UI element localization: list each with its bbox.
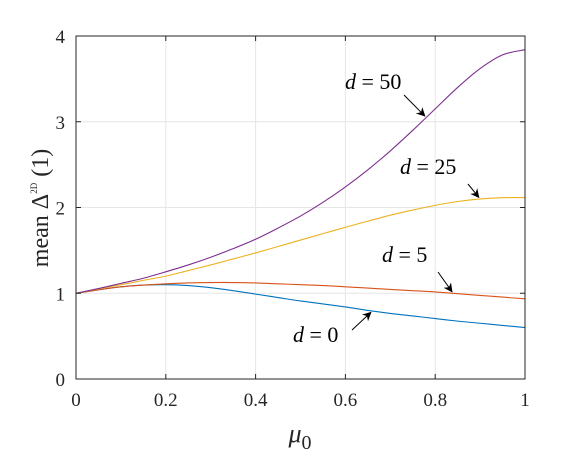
x-axis-title: μ0 [287,419,311,454]
y-tick-label: 1 [56,284,66,305]
annotation-variable: d [345,69,357,94]
series-layer [75,49,526,329]
annotation-label-d-0: d = 0 [293,322,338,347]
x-tick-label: 0.4 [244,390,268,411]
x-tick-label: 1 [520,390,530,411]
y-axis-title: mean Δ2D (1) [28,149,54,267]
y-axis-title-main: mean Δ [28,194,54,267]
x-tick-label: 0.2 [154,390,178,411]
x-tick-label: 0.8 [423,390,447,411]
annotation-label-d-50: d = 50 [345,69,401,94]
y-axis-title-superscript: 2D [29,182,39,194]
annotation-label-d-25: d = 25 [400,154,456,179]
annotation-variable: d [400,154,412,179]
annotation-variable: d [382,242,394,267]
y-tick-label: 4 [56,27,66,48]
annotation-variable: d [293,322,305,347]
x-axis-title-main: μ [287,419,301,448]
x-axis-title-subscript: 0 [302,432,312,454]
series-line-d-25 [75,196,526,294]
series-line-d-5 [75,281,526,300]
y-tick-label: 3 [56,113,66,134]
y-tick-label: 0 [56,370,66,391]
annotation-value: = 0 [304,322,338,347]
annotation-arrow-d-0 [351,311,372,331]
ticks: 0 0.2 0.4 0.6 0.8 1 0 1 2 3 4 [56,27,530,411]
annotation-value: = 5 [393,242,427,267]
annotation-value: = 50 [356,69,401,94]
x-tick-label: 0.6 [334,390,358,411]
y-tick-label: 2 [56,199,66,220]
x-tick-label: 0 [71,390,81,411]
y-axis-title-suffix: (1) [28,149,54,177]
annotation-arrow-d-50 [403,94,426,117]
series-line-d-50 [75,49,526,294]
annotation-label-d-5: d = 5 [382,242,427,267]
annotation-arrow-d-5 [437,271,453,293]
annotation-value: = 25 [411,154,456,179]
annotation-arrow-d-25 [467,183,480,199]
annotations: d = 50d = 25d = 5d = 0 [293,69,480,347]
